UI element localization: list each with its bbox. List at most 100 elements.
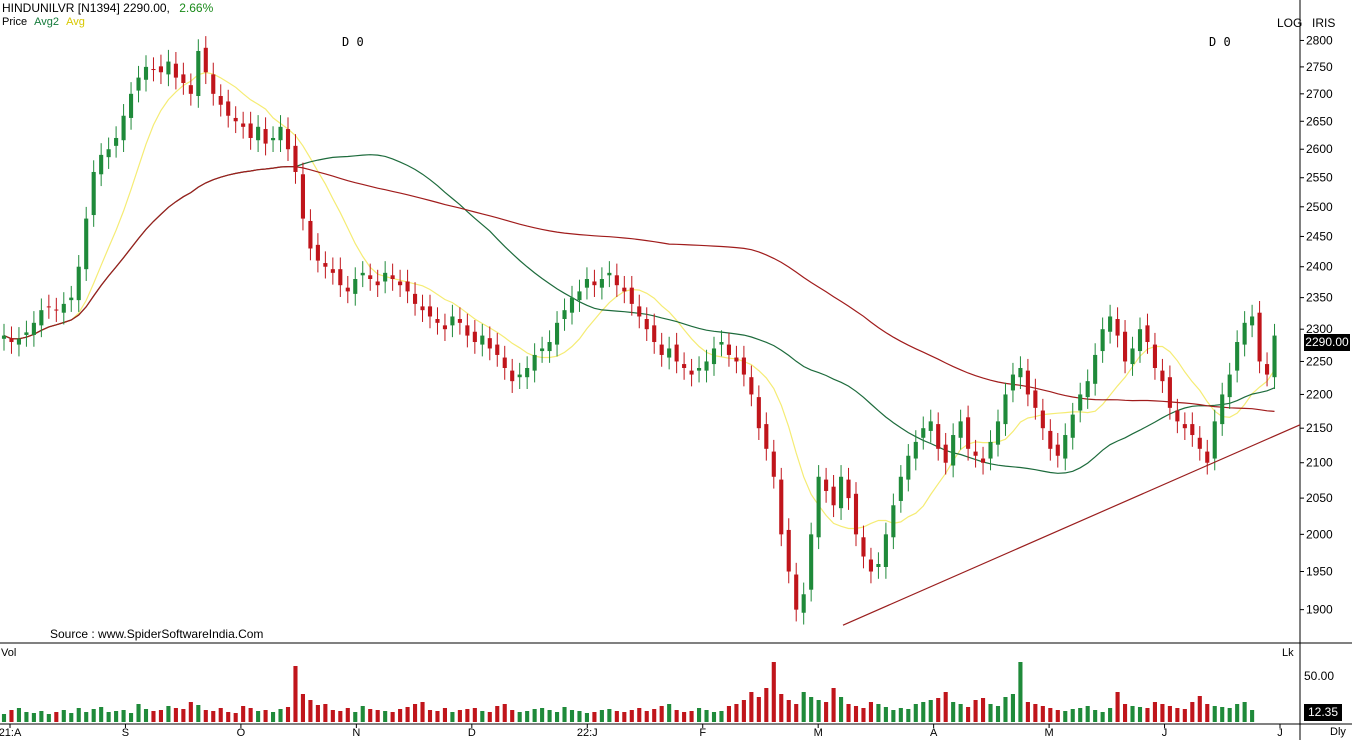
- x-tick-label: S: [122, 727, 129, 739]
- volume-bar: [248, 708, 253, 722]
- candle: [360, 261, 365, 288]
- candle: [9, 326, 14, 354]
- candle-body: [607, 272, 612, 276]
- volume-bar: [749, 692, 754, 722]
- candle: [495, 332, 500, 367]
- candle-body: [682, 364, 687, 368]
- candle-body: [405, 281, 410, 292]
- candle: [293, 134, 298, 184]
- candle: [913, 430, 918, 471]
- candle: [637, 294, 642, 329]
- candle: [577, 279, 582, 312]
- candle: [510, 358, 515, 393]
- candle-body: [128, 93, 134, 118]
- volume-bar: [547, 710, 552, 722]
- candle-body: [1003, 394, 1008, 425]
- candle: [1205, 439, 1210, 475]
- candle-body: [308, 220, 313, 249]
- candle-body: [211, 74, 216, 94]
- candle-body: [824, 479, 829, 491]
- candle-body: [1018, 367, 1023, 378]
- log-toggle[interactable]: LOG: [1277, 16, 1303, 30]
- candle: [988, 430, 993, 471]
- volume-bar: [480, 711, 485, 722]
- volume-bar: [779, 694, 784, 722]
- candle-body: [637, 306, 642, 317]
- volume-bar: [61, 710, 66, 722]
- candle: [756, 385, 761, 440]
- candle: [1264, 352, 1270, 387]
- candle-body: [121, 115, 126, 141]
- volume-bar: [472, 708, 477, 722]
- candle: [121, 104, 126, 153]
- candle-body: [383, 272, 388, 282]
- candle-body: [31, 322, 36, 335]
- volume-bar: [99, 707, 104, 722]
- candle: [128, 82, 134, 130]
- volume-bar: [323, 704, 328, 722]
- candle: [622, 275, 627, 304]
- volume-bar: [128, 713, 134, 722]
- iris-toggle[interactable]: IRIS: [1312, 16, 1336, 30]
- candle-body: [510, 370, 515, 382]
- volume-bar: [726, 706, 732, 722]
- candle-body: [644, 319, 649, 330]
- volume-bar: [345, 708, 350, 722]
- candle: [786, 518, 791, 584]
- candle: [181, 62, 186, 95]
- candle: [1160, 358, 1165, 393]
- legend-price: Price: [2, 16, 28, 28]
- candle: [838, 465, 844, 520]
- x-tick-label: J: [1277, 727, 1283, 739]
- candle-body: [951, 435, 956, 466]
- volume-bar: [442, 708, 448, 722]
- volume-bar: [936, 698, 941, 722]
- candle-body: [158, 66, 164, 73]
- candle: [390, 263, 395, 291]
- volume-bar: [158, 710, 164, 722]
- candle-body: [1130, 348, 1135, 365]
- candle-body: [898, 476, 903, 501]
- candle-body: [24, 332, 29, 335]
- candle-body: [457, 319, 462, 323]
- candle-body: [46, 306, 51, 308]
- candle-body: [652, 325, 657, 343]
- candle: [1182, 412, 1187, 440]
- volume-bar: [801, 692, 806, 722]
- candle-body: [696, 367, 702, 371]
- volume-bar: [1212, 706, 1217, 722]
- candle-body: [39, 310, 44, 326]
- candle-body: [293, 145, 298, 172]
- candle: [540, 336, 545, 363]
- candle: [517, 362, 522, 389]
- volume-bar: [188, 702, 193, 722]
- candle-body: [315, 244, 320, 261]
- candle-body: [1197, 437, 1202, 449]
- volume-bar: [1242, 702, 1247, 722]
- candle: [457, 307, 462, 335]
- volume-bar: [577, 711, 582, 722]
- volume-bar: [771, 662, 776, 722]
- y-tick-label: 2650: [1306, 114, 1333, 128]
- candle: [532, 343, 537, 383]
- candle-body: [143, 66, 149, 80]
- volume-bars: [1, 662, 1255, 722]
- candle-body: [502, 357, 507, 368]
- volume-bar: [502, 704, 507, 722]
- candle: [61, 292, 66, 325]
- volume-bar: [24, 712, 29, 722]
- volume-bar: [91, 709, 96, 722]
- x-tick-label: F: [699, 727, 706, 739]
- volume-unit-label: Lk: [1282, 647, 1294, 659]
- candle: [76, 255, 81, 312]
- candle-body: [285, 129, 291, 150]
- candle-body: [1167, 377, 1172, 408]
- candle-body: [876, 564, 881, 567]
- candle-body: [1108, 316, 1113, 332]
- volume-bar: [824, 702, 829, 722]
- candle: [1250, 304, 1255, 338]
- volume-bar: [644, 711, 649, 722]
- candle-body: [1227, 374, 1232, 398]
- volume-bar: [285, 707, 291, 722]
- candle: [69, 285, 74, 312]
